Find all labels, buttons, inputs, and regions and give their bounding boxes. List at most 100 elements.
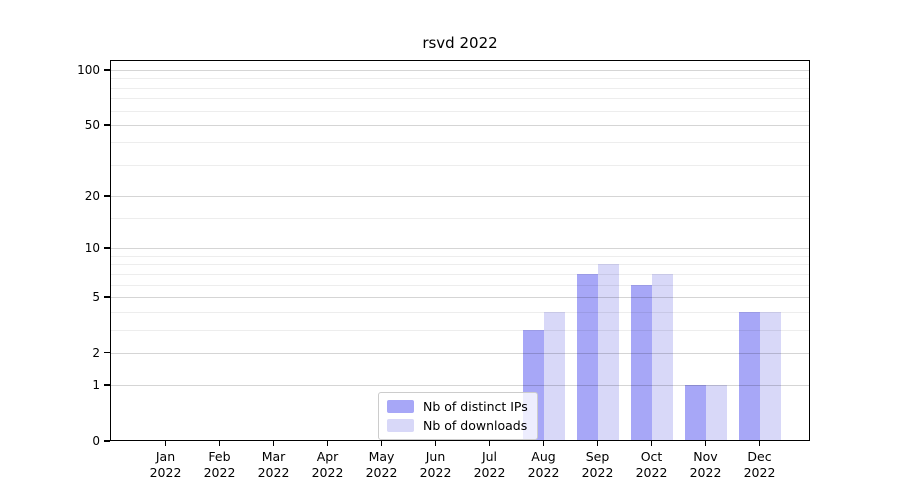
legend-label-distinct-ips: Nb of distinct IPs	[423, 399, 528, 414]
y-tick-mark-20	[104, 195, 110, 198]
y-tick-mark-10	[104, 247, 110, 250]
x-tick-month: Oct	[640, 449, 663, 464]
gridline-y-minor-7	[110, 273, 810, 275]
x-tick-month: Dec	[747, 449, 772, 464]
y-tick-label-5: 5	[92, 289, 100, 304]
x-tick-month: Nov	[693, 449, 718, 464]
x-tick-year: 2022	[311, 465, 344, 480]
x-tick-year: 2022	[581, 465, 614, 480]
x-tick-year: 2022	[365, 465, 398, 480]
y-tick-label-10: 10	[84, 241, 100, 256]
x-tick-month: Feb	[208, 449, 231, 464]
x-tick-label-jul: Jul 2022	[460, 449, 520, 481]
gridline-y-minor-30	[110, 164, 810, 166]
x-tick-year: 2022	[149, 465, 182, 480]
gridline-y-minor-70	[110, 98, 810, 100]
gridline-y-minor-6	[110, 284, 810, 286]
legend-swatch-downloads	[387, 419, 414, 432]
x-tick-mark-sep	[596, 441, 599, 446]
x-tick-month: Jan	[155, 449, 176, 464]
legend: Nb of distinct IPs Nb of downloads	[378, 392, 538, 440]
gridline-y-minor-40	[110, 142, 810, 144]
legend-label-downloads: Nb of downloads	[423, 418, 528, 433]
x-tick-year: 2022	[689, 465, 722, 480]
x-tick-month: Sep	[585, 449, 610, 464]
gridline-y-minor-9	[110, 255, 810, 257]
gridline-y-minor-15	[110, 218, 810, 220]
x-tick-label-aug: Aug 2022	[514, 449, 574, 481]
x-tick-year: 2022	[527, 465, 560, 480]
gridline-y-minor-60	[110, 110, 810, 112]
plot-area	[110, 60, 810, 441]
y-tick-label-100: 100	[77, 63, 100, 77]
x-tick-month: Jul	[481, 449, 498, 464]
x-tick-label-nov: Nov 2022	[676, 449, 736, 481]
bar-downloads-oct	[651, 273, 673, 441]
x-tick-month: Mar	[261, 449, 286, 464]
x-tick-label-may: May 2022	[352, 449, 412, 481]
x-tick-mark-nov	[704, 441, 707, 446]
y-tick-label-20: 20	[84, 189, 100, 204]
gridline-y-minor-3	[110, 329, 810, 331]
x-tick-mark-jan	[164, 441, 167, 446]
gridline-y-1	[110, 385, 810, 387]
y-tick-mark-5	[104, 296, 110, 298]
x-tick-mark-oct	[650, 441, 653, 446]
x-tick-mark-feb	[218, 441, 221, 446]
x-tick-year: 2022	[203, 465, 236, 480]
x-tick-month: Jun	[425, 449, 446, 464]
y-tick-label-0: 0	[92, 434, 100, 448]
x-tick-mark-jul	[488, 441, 491, 446]
x-tick-mark-mar	[272, 441, 275, 446]
legend-swatch-distinct-ips	[387, 400, 414, 413]
y-tick-mark-0	[104, 440, 110, 442]
x-tick-mark-apr	[326, 441, 329, 446]
bar-downloads-dec	[759, 311, 781, 441]
x-tick-month: Apr	[316, 449, 339, 464]
bar-distinct-ips-oct	[630, 284, 652, 441]
x-tick-mark-aug	[542, 441, 545, 446]
gridline-y-100	[110, 70, 810, 71]
x-tick-year: 2022	[419, 465, 452, 480]
legend-item-distinct-ips: Nb of distinct IPs	[387, 399, 528, 414]
gridline-y-minor-8	[110, 264, 810, 266]
gridline-y-10	[110, 248, 810, 250]
x-tick-year: 2022	[257, 465, 290, 480]
x-tick-mark-may	[380, 441, 383, 446]
bar-downloads-sep	[597, 264, 619, 441]
gridline-y-minor-4	[110, 311, 810, 313]
y-tick-mark-1	[104, 384, 110, 387]
y-tick-label-50: 50	[84, 117, 100, 132]
x-tick-label-jan: Jan 2022	[136, 449, 196, 481]
chart-title: rsvd 2022	[422, 34, 498, 52]
y-tick-label-1: 1	[92, 378, 100, 393]
x-tick-year: 2022	[743, 465, 776, 480]
x-tick-label-dec: Dec 2022	[730, 449, 790, 481]
y-tick-label-2: 2	[92, 345, 100, 360]
x-tick-label-sep: Sep 2022	[568, 449, 628, 481]
x-tick-month: Aug	[531, 449, 556, 464]
x-tick-year: 2022	[473, 465, 506, 480]
gridline-y-minor-80	[110, 87, 810, 89]
x-tick-label-apr: Apr 2022	[298, 449, 358, 481]
y-tick-mark-50	[104, 124, 110, 126]
x-tick-month: May	[368, 449, 395, 464]
x-tick-mark-dec	[758, 441, 761, 446]
bar-distinct-ips-sep	[576, 273, 598, 441]
bar-downloads-nov	[705, 385, 727, 441]
bar-distinct-ips-nov	[684, 385, 706, 441]
y-tick-mark-2	[104, 351, 110, 354]
x-tick-mark-jun	[434, 441, 437, 446]
y-tick-mark-100	[104, 69, 110, 71]
x-tick-label-jun: Jun 2022	[406, 449, 466, 481]
legend-item-downloads: Nb of downloads	[387, 418, 528, 433]
gridline-y-50	[110, 124, 810, 126]
bar-distinct-ips-dec	[738, 311, 760, 441]
gridline-y-minor-90	[110, 78, 810, 80]
x-tick-label-oct: Oct 2022	[622, 449, 682, 481]
x-tick-label-feb: Feb 2022	[190, 449, 250, 481]
x-tick-year: 2022	[635, 465, 668, 480]
bar-downloads-aug	[543, 311, 565, 441]
gridline-y-5	[110, 296, 810, 298]
